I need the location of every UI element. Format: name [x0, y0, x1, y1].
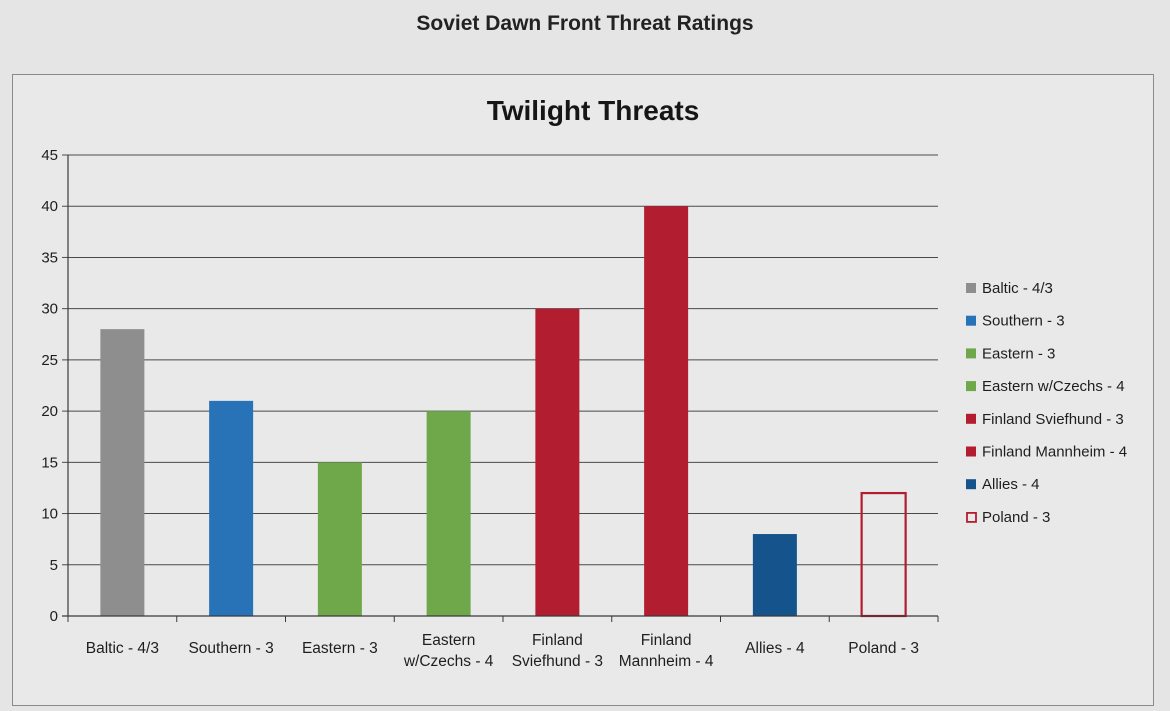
legend-swatch: [966, 348, 976, 359]
page-title: Soviet Dawn Front Threat Ratings: [416, 12, 754, 35]
legend-label: Poland - 3: [982, 509, 1050, 526]
category-label: Finland Mannheim - 4: [619, 632, 714, 670]
legend-swatch: [966, 446, 976, 457]
legend-item: Southern - 3: [966, 313, 1065, 330]
y-tick-label: 30: [41, 301, 58, 318]
y-tick-label: 20: [41, 403, 58, 420]
y-tick-label: 40: [41, 198, 58, 215]
category-label: Baltic - 4/3: [86, 640, 159, 657]
bar-2: [209, 400, 254, 616]
y-tick-label: 35: [41, 249, 58, 266]
legend-item: Finland Sviefhund - 3: [966, 411, 1124, 428]
legend-swatch: [966, 413, 976, 424]
category-label: Southern - 3: [188, 640, 273, 657]
y-tick-label: 25: [41, 352, 58, 369]
bar-4: [426, 411, 471, 616]
legend-label: Baltic - 4/3: [982, 280, 1053, 297]
legend-label: Finland Mannheim - 4: [982, 444, 1127, 461]
category-label: Eastern w/Czechs - 4: [403, 632, 494, 670]
bar-8: [860, 491, 907, 618]
bar-3: [317, 462, 362, 616]
bars: [100, 206, 907, 618]
y-tick-label: 10: [41, 506, 58, 523]
category-label: Allies - 4: [745, 640, 805, 657]
category-label: Poland - 3: [848, 640, 919, 657]
category-labels: Baltic - 4/3 Southern - 3 Eastern - 3 Easte…: [86, 632, 919, 670]
legend-label: Finland Sviefhund - 3: [982, 411, 1124, 428]
legend-swatch: [966, 315, 976, 326]
legend-swatch: [966, 283, 976, 293]
category-label-line: Finland: [641, 632, 692, 649]
bar-7: [752, 534, 797, 616]
category-label-line: Sviefhund - 3: [512, 653, 603, 670]
legend-label: Allies - 4: [982, 476, 1040, 493]
category-label-line: Eastern: [422, 632, 475, 649]
legend-item: Eastern - 3: [966, 345, 1055, 362]
category-label-line: Mannheim - 4: [619, 653, 714, 670]
legend-swatch: [966, 381, 976, 392]
legend-item: Poland - 3: [966, 509, 1050, 526]
y-tick-label: 15: [41, 454, 58, 471]
legend-item: Baltic - 4/3: [966, 280, 1053, 297]
y-tick-labels: 0 5 10 15 20 25 30 35 40 45: [41, 147, 58, 625]
chart-frame: [12, 74, 1154, 706]
bar-6: [644, 206, 689, 616]
category-label-line: w/Czechs - 4: [403, 653, 494, 670]
gridlines: [62, 154, 938, 617]
chart-title: Twilight Threats: [487, 95, 700, 126]
bar-5: [535, 308, 580, 616]
category-label: Eastern - 3: [302, 640, 378, 657]
legend-item: Finland Mannheim - 4: [966, 444, 1127, 461]
legend: Baltic - 4/3 Southern - 3 Eastern - 3 Easte…: [966, 280, 1127, 526]
y-tick-label: 0: [50, 608, 58, 625]
legend-item: Eastern w/Czechs - 4: [966, 378, 1125, 395]
y-tick-label: 45: [41, 147, 58, 164]
legend-swatch: [966, 479, 976, 490]
bar-1: [100, 329, 145, 616]
legend-item: Allies - 4: [966, 476, 1040, 493]
legend-label: Eastern w/Czechs - 4: [982, 378, 1125, 395]
axes: [62, 155, 939, 622]
category-label-line: Finland: [532, 632, 583, 649]
category-label: Finland Sviefhund - 3: [512, 632, 603, 670]
legend-swatch: [966, 512, 977, 523]
legend-label: Eastern - 3: [982, 345, 1055, 362]
y-tick-label: 5: [50, 557, 58, 574]
legend-label: Southern - 3: [982, 313, 1065, 330]
